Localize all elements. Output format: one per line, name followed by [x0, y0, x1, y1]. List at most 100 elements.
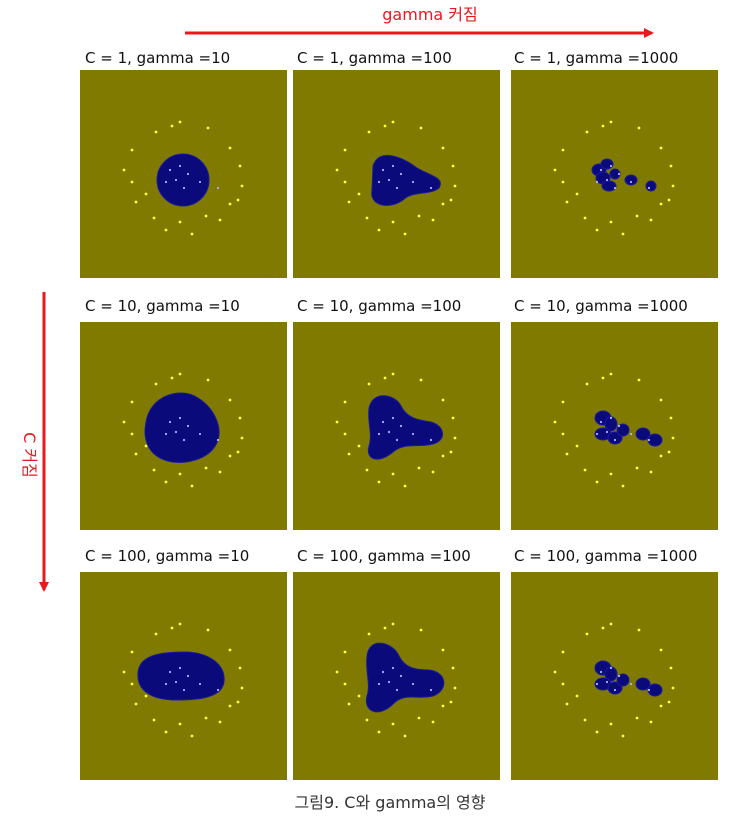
outer-point — [575, 444, 579, 448]
outer-point — [154, 382, 158, 386]
outer-point — [391, 622, 395, 626]
outer-point — [671, 184, 675, 188]
outer-point — [335, 168, 339, 172]
decision-region — [156, 153, 210, 207]
outer-point — [635, 716, 639, 720]
outer-point — [178, 722, 182, 726]
outer-point — [667, 198, 671, 202]
outer-point — [635, 214, 639, 218]
outer-point — [659, 398, 663, 402]
outer-point — [343, 650, 347, 654]
outer-point — [565, 452, 569, 456]
decision-region — [137, 651, 225, 701]
inner-point — [647, 688, 651, 692]
region-shape — [635, 427, 651, 441]
outer-point — [130, 148, 134, 152]
outer-point — [449, 450, 453, 454]
outer-point — [164, 480, 168, 484]
outer-point — [130, 650, 134, 654]
outer-point — [134, 200, 138, 204]
outer-point — [391, 120, 395, 124]
inner-point — [186, 424, 190, 428]
outer-point — [122, 420, 126, 424]
inner-point — [387, 178, 391, 182]
outer-point — [130, 400, 134, 404]
outer-point — [206, 378, 210, 382]
inner-point — [377, 180, 381, 184]
outer-point — [154, 130, 158, 134]
outer-point — [403, 734, 407, 738]
outer-point — [637, 126, 641, 130]
outer-point — [347, 452, 351, 456]
region-shape — [607, 431, 623, 445]
panel-title: C = 100, gamma =1000 — [514, 547, 697, 565]
outer-point — [228, 202, 232, 206]
outer-point — [583, 718, 587, 722]
outer-point — [178, 120, 182, 124]
outer-point — [377, 228, 381, 232]
inner-point — [391, 416, 395, 420]
outer-point — [170, 376, 174, 380]
gamma-arrow-label: gamma 커짐 — [382, 5, 477, 24]
outer-point — [178, 372, 182, 376]
outer-point — [621, 232, 625, 236]
inner-point — [198, 180, 202, 184]
outer-point — [575, 694, 579, 698]
outer-point — [449, 700, 453, 704]
outer-point — [206, 628, 210, 632]
inner-point — [629, 432, 633, 436]
outer-point — [238, 666, 242, 670]
panel-title: C = 10, gamma =100 — [297, 297, 461, 315]
region-shape — [137, 651, 225, 701]
outer-point — [343, 148, 347, 152]
inner-point — [609, 666, 613, 670]
outer-point — [601, 626, 605, 630]
outer-point — [441, 454, 445, 458]
inner-point — [198, 682, 202, 686]
outer-point — [365, 468, 369, 472]
outer-point — [236, 198, 240, 202]
inner-point — [178, 666, 182, 670]
decision-region — [591, 158, 657, 192]
panel — [511, 572, 718, 780]
outer-point — [343, 432, 347, 436]
outer-point — [561, 682, 565, 686]
outer-point — [144, 192, 148, 196]
outer-point — [585, 382, 589, 386]
outer-point — [228, 146, 232, 150]
outer-point — [441, 648, 445, 652]
inner-point — [629, 682, 633, 686]
region-shape — [600, 158, 614, 170]
inner-point — [411, 432, 415, 436]
region-shape — [156, 153, 210, 207]
outer-point — [595, 480, 599, 484]
outer-point — [377, 480, 381, 484]
region-shape — [601, 180, 617, 192]
inner-point — [381, 168, 385, 172]
region-shape — [616, 673, 630, 687]
outer-point — [152, 216, 156, 220]
outer-point — [431, 218, 435, 222]
outer-point — [609, 220, 613, 224]
outer-point — [403, 484, 407, 488]
panel — [511, 70, 718, 278]
inner-point — [174, 430, 178, 434]
panel-title: C = 100, gamma =100 — [297, 547, 471, 565]
outer-point — [365, 216, 369, 220]
region-shape — [616, 423, 630, 437]
inner-point — [629, 180, 633, 184]
outer-point — [667, 450, 671, 454]
outer-point — [565, 702, 569, 706]
outer-point — [178, 220, 182, 224]
outer-point — [377, 730, 381, 734]
outer-point — [431, 720, 435, 724]
panel — [293, 572, 500, 780]
inner-point — [164, 180, 168, 184]
inner-point — [387, 680, 391, 684]
outer-point — [170, 124, 174, 128]
inner-point — [377, 682, 381, 686]
outer-point — [236, 700, 240, 704]
inner-point — [182, 186, 186, 190]
inner-point — [609, 164, 613, 168]
outer-point — [667, 700, 671, 704]
